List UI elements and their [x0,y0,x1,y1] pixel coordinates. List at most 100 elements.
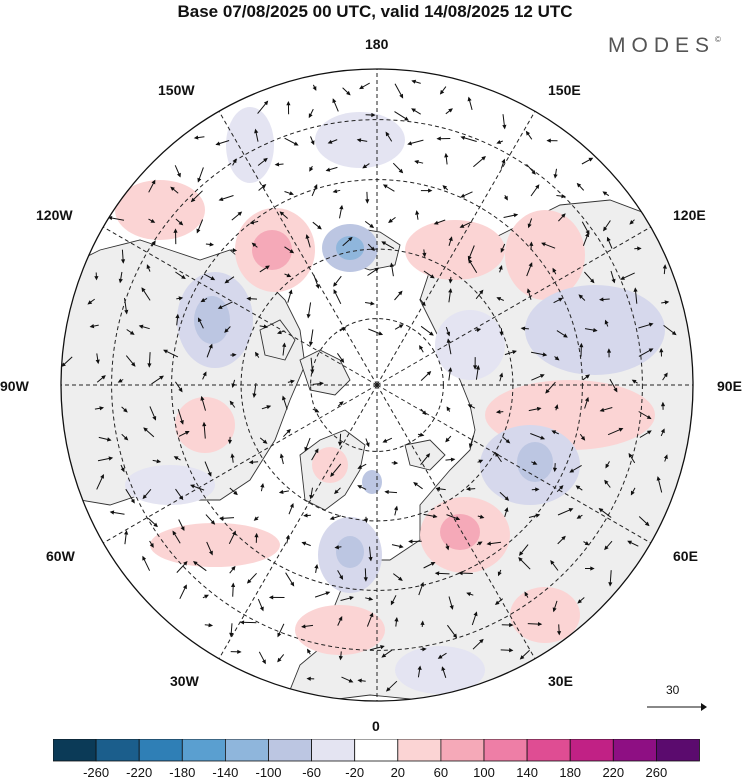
wind-arrow [177,408,184,425]
wind-arrow [340,596,355,601]
anomaly-field [115,107,665,694]
wind-arrow [219,516,235,521]
wind-arrow [143,427,155,438]
wind-arrow [446,406,451,412]
wind-arrow [310,136,315,146]
wind-arrow [147,352,152,368]
colorbar-swatch [483,739,528,762]
colorbar-tick-label: -180 [169,765,196,780]
wind-arrow [663,454,668,462]
wind-arrow [662,264,667,275]
wind-arrow [152,459,162,464]
lon-label-30w: 30W [170,673,199,689]
lon-label-150e: 150E [548,82,581,98]
wind-arrow [381,241,395,250]
wind-arrow [581,157,594,165]
wind-arrow [420,188,433,193]
wind-arrow [231,211,243,221]
colorbar-swatch [181,739,226,762]
wind-arrow [408,539,422,544]
lon-label-120e: 120E [673,207,706,223]
wind-arrow [609,378,618,393]
wind-arrow [310,357,315,374]
wind-arrow [368,546,373,562]
wind-arrow [552,463,558,473]
wind-arrow [230,248,238,253]
wind-arrow [284,246,295,254]
wind-arrow [202,421,207,439]
lon-label-180: 180 [365,36,389,52]
wind-arrow [519,544,529,556]
wind-arrow [460,191,473,198]
wind-arrow [415,210,420,220]
wind-arrow [556,194,566,199]
wind-arrow [253,516,259,521]
wind-arrow [529,241,534,250]
wind-arrow [118,271,123,284]
wind-arrow [553,297,563,304]
wind-arrow [288,503,294,515]
wind-arrow [437,652,447,659]
wind-arrow [148,179,156,193]
wind-arrow [473,155,486,168]
wind-arrow [502,114,507,130]
wind-arrow [663,325,677,336]
wind-arrow [342,87,351,96]
wind-arrow [419,345,424,353]
meridian-line [103,226,378,386]
wind-arrow [308,329,314,347]
wind-arrow [392,162,404,174]
wind-arrow [142,555,151,571]
wind-arrow [439,86,447,95]
wind-arrow [252,383,257,398]
wind-arrow [333,289,342,305]
wind-arrow [284,273,292,278]
wind-arrow [151,240,156,247]
wind-arrow [546,138,558,143]
wind-arrow [363,568,368,582]
wind-arrow [309,487,314,500]
wind-arrow [411,108,421,115]
wind-arrow [333,275,342,287]
wind-arrow [524,591,529,598]
map-boundary [60,68,694,702]
wind-arrow [420,647,427,652]
wind-arrow [151,375,164,385]
wind-arrow [445,326,451,337]
wind-arrow [497,569,502,577]
wind-arrow [442,185,449,191]
wind-arrow [314,563,319,573]
wind-arrow [477,514,485,519]
wind-arrow [311,184,318,197]
wind-arrow [579,433,586,441]
wind-arrow [638,411,652,420]
wind-arrow [304,437,311,452]
wind-arrow [301,624,314,629]
wind-arrow [661,300,670,305]
wind-arrow [141,287,151,301]
wind-arrow [206,343,213,358]
wind-arrow [578,294,586,301]
wind-arrow [365,438,370,448]
wind-arrow [259,324,269,329]
wind-arrow [339,204,344,219]
wind-arrow [520,326,529,331]
wind-arrow [94,272,99,281]
wind-arrow [278,489,289,494]
wind-arrow [281,395,288,410]
wind-arrow [502,436,511,444]
colorbar-swatch [95,739,140,762]
meridian-line [103,384,378,544]
wind-arrow [338,651,343,661]
wind-arrow [638,322,654,329]
wind-arrow [239,620,257,625]
wind-arrow [528,513,541,518]
wind-arrow [337,570,344,580]
wind-arrow [95,353,100,365]
wind-arrow [604,319,609,327]
wind-arrow [553,168,558,179]
wind-arrow [308,108,314,119]
wind-arrow [495,409,504,414]
wind-vectors [61,79,677,692]
wind-arrow [277,623,285,638]
